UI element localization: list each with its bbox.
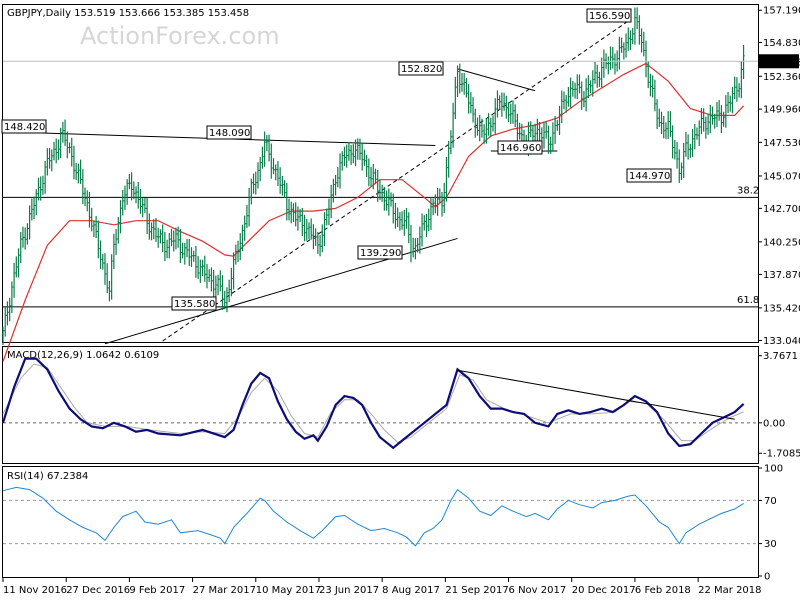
price-annotation: 135.580 — [174, 299, 215, 310]
price-annotation: 139.290 — [360, 248, 401, 259]
price-annotation-box — [171, 296, 217, 311]
trendline — [104, 237, 458, 345]
price-annotation: 144.970 — [629, 171, 670, 182]
watermark: ActionForex.com — [80, 22, 280, 50]
x-tick-label: 22 Mar 2018 — [698, 585, 761, 596]
price-y-tick-label: 142.700 — [763, 204, 800, 215]
price-annotation-box — [1, 119, 47, 134]
price-annotation: 156.590 — [589, 11, 630, 22]
rsi-title: RSI(14) 67.2384 — [7, 471, 88, 482]
rsi-line — [2, 486, 744, 547]
price-y-tick-label: 133.040 — [763, 336, 800, 347]
price-annotation-box — [586, 8, 632, 23]
fib-level-label: 38.2 — [737, 185, 759, 196]
rsi-y-tick-label: 100 — [764, 464, 783, 475]
price-annotation-box — [206, 125, 252, 140]
price-y-tick-label: 147.530 — [763, 138, 800, 149]
price-annotation: 148.090 — [209, 128, 250, 139]
rsi-panel-frame — [2, 466, 759, 578]
price-annotation: 148.420 — [4, 122, 45, 133]
moving-average-line — [2, 62, 745, 362]
price-y-tick-label: 140.250 — [763, 237, 800, 248]
x-tick-label: 6 Nov 2017 — [509, 585, 567, 596]
rsi-y-tick-label: 0 — [764, 572, 770, 583]
price-annotation-box — [626, 168, 672, 183]
macd-y-tick-label: -1.7085 — [763, 449, 800, 460]
price-y-tick-label: 157.190 — [763, 6, 800, 17]
x-tick-label: 27 Mar 2017 — [193, 585, 256, 596]
symbol-header: GBPJPY,Daily 153.519 153.666 153.385 153… — [7, 8, 249, 19]
x-tick-label: 20 Dec 2017 — [572, 585, 636, 596]
price-annotation-box — [497, 140, 543, 155]
price-y-tick-label: 137.870 — [763, 270, 800, 281]
price-y-tick-label: 145.070 — [763, 171, 800, 182]
macd-signal-line — [2, 363, 744, 443]
price-annotation-box — [357, 245, 403, 260]
x-tick-label: 10 May 2017 — [256, 585, 321, 596]
x-tick-label: 27 Dec 2016 — [66, 585, 130, 596]
x-tick-label: 6 Feb 2018 — [635, 585, 691, 596]
price-y-tick-label: 152.360 — [763, 72, 800, 83]
price-annotation: 152.820 — [401, 64, 442, 75]
x-tick-label: 23 Jun 2017 — [319, 585, 379, 596]
price-panel-frame — [2, 4, 759, 343]
trendline — [457, 68, 536, 92]
rsi-y-tick-label: 70 — [764, 496, 777, 507]
rsi-y-tick-label: 30 — [764, 539, 777, 550]
macd-panel-frame — [2, 346, 759, 464]
x-tick-label: 9 Feb 2017 — [129, 585, 185, 596]
macd-trendline — [457, 369, 735, 420]
x-tick-label: 8 Aug 2017 — [382, 585, 440, 596]
price-annotation-box — [398, 61, 444, 76]
price-annotation: 146.960 — [500, 143, 541, 154]
macd-y-tick-label: 3.7671 — [763, 351, 798, 362]
macd-line — [1, 357, 745, 450]
fib-level-label: 61.8 — [737, 295, 759, 306]
macd-y-tick-label: 0.00 — [763, 418, 785, 429]
x-tick-label: 21 Sep 2017 — [445, 585, 508, 596]
last-price-box — [759, 54, 799, 69]
x-tick-label: 11 Nov 2016 — [3, 585, 67, 596]
last-price-label: 153.458 — [762, 57, 800, 68]
price-y-tick-label: 149.960 — [763, 105, 800, 116]
price-y-tick-label: 154.830 — [763, 38, 800, 49]
trendline — [162, 20, 629, 342]
macd-title: MACD(12,26,9) 1.0642 0.6109 — [7, 350, 159, 361]
price-y-tick-label: 135.420 — [763, 303, 800, 314]
